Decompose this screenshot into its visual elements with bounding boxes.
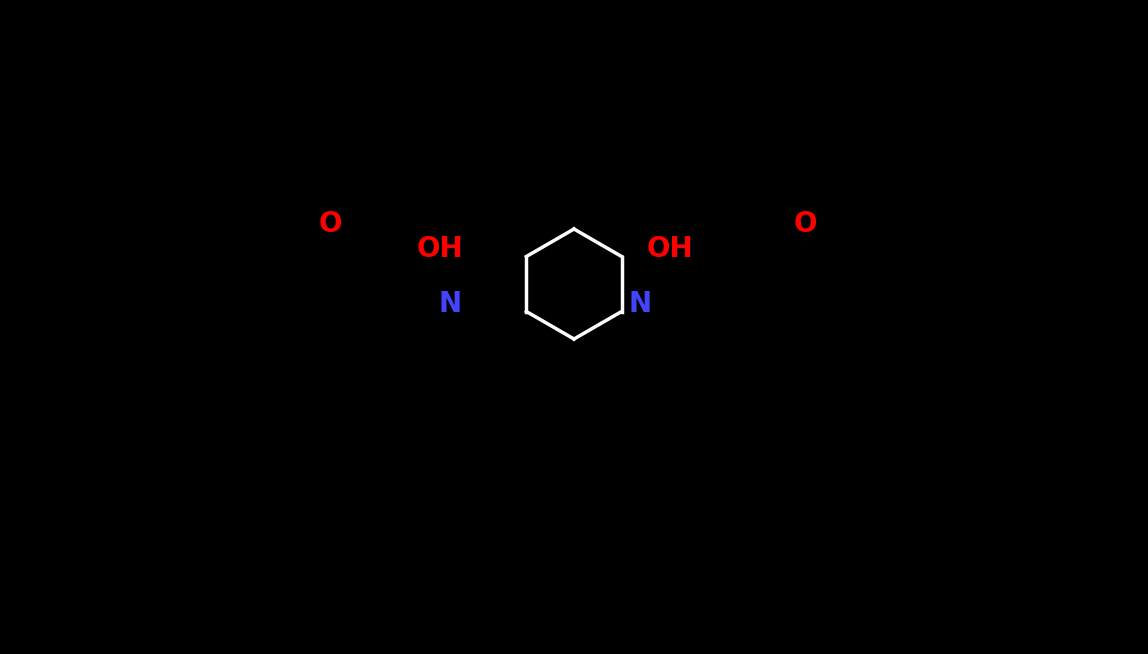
Text: OH: OH [417, 235, 464, 263]
Text: O: O [318, 210, 342, 238]
Text: OH: OH [646, 235, 693, 263]
Text: O: O [793, 210, 816, 238]
Text: N: N [628, 290, 652, 318]
Text: N: N [439, 290, 461, 318]
